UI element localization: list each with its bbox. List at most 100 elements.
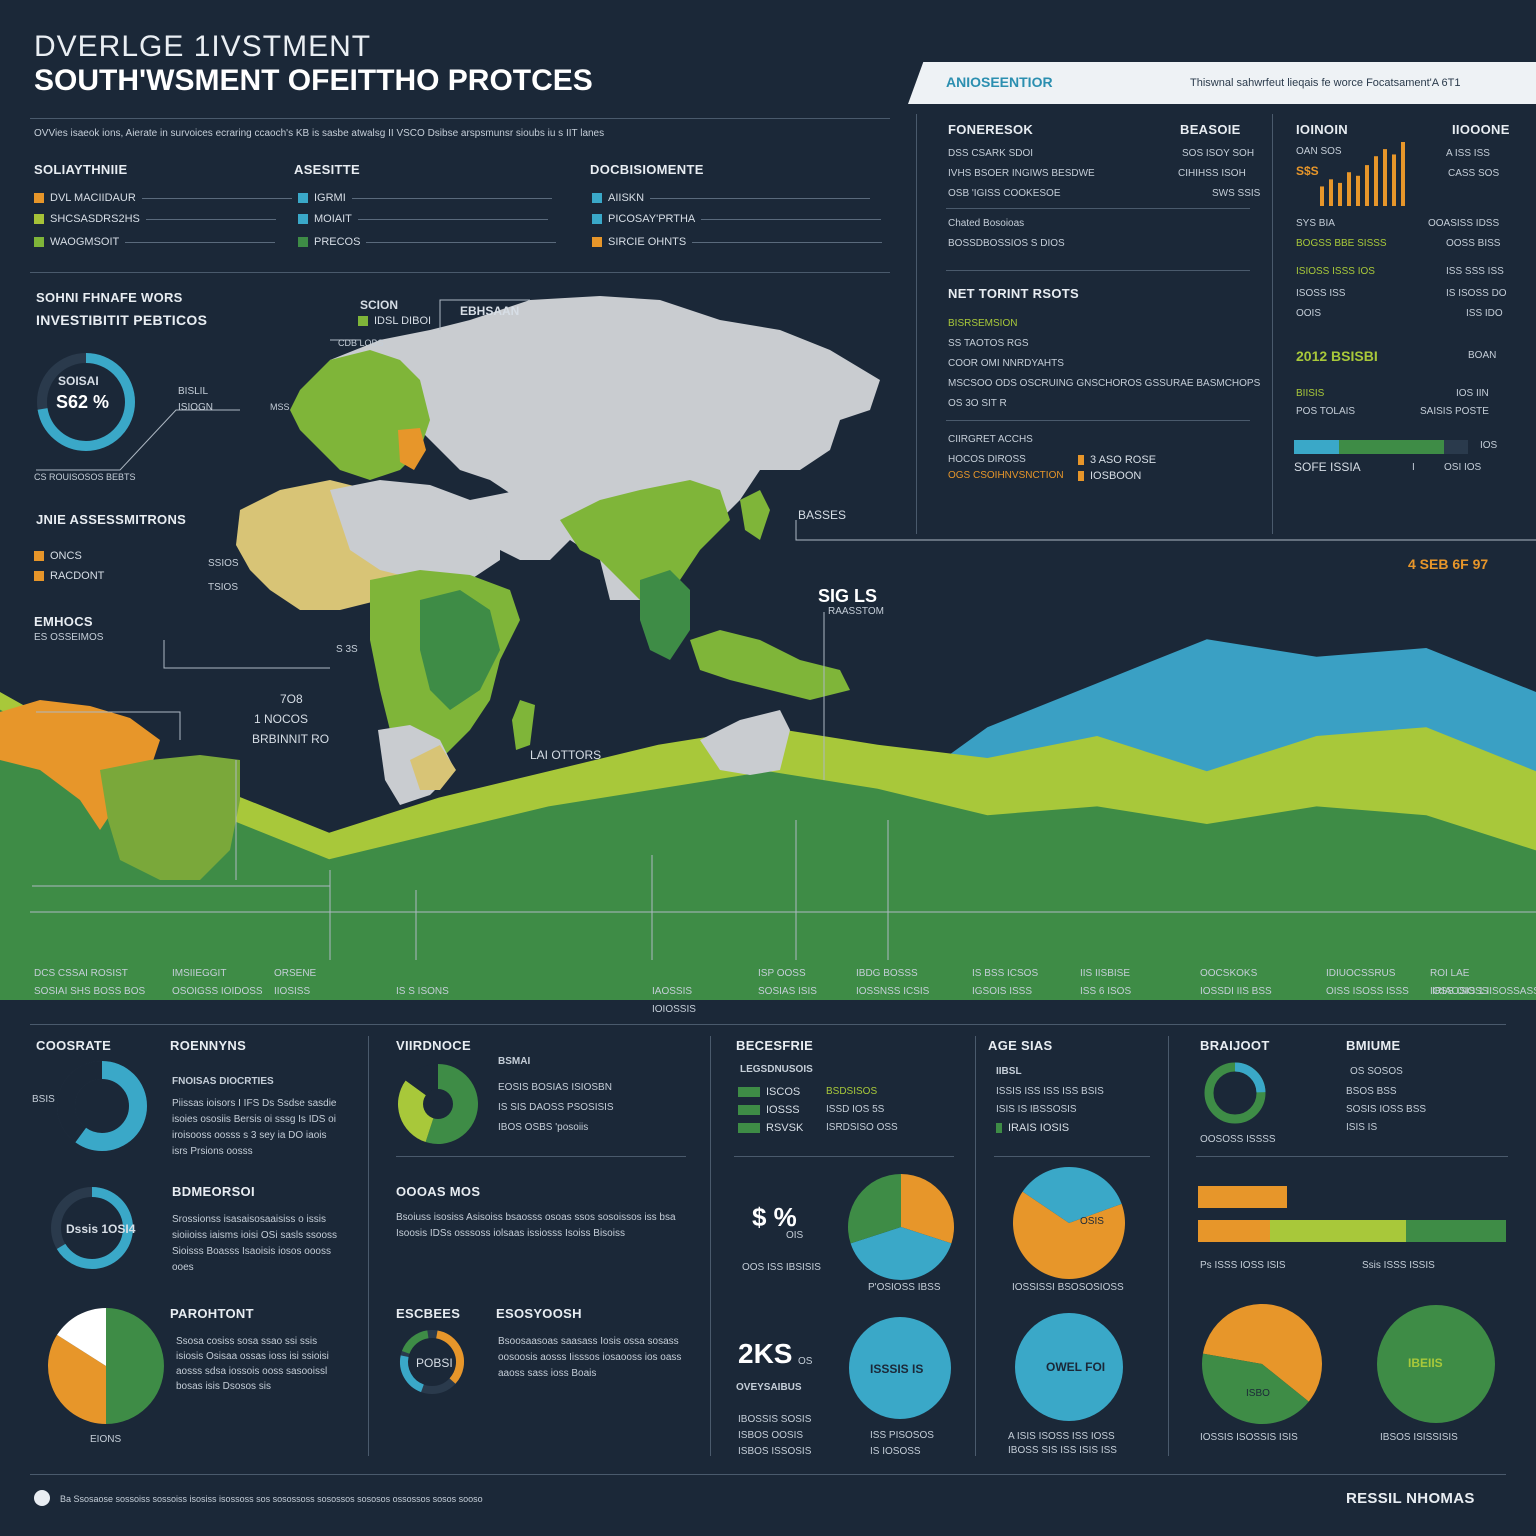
pie-slice xyxy=(850,1227,952,1280)
map-label-scion-sub: IDSL DIBOI xyxy=(358,315,431,327)
b4-pie xyxy=(1013,1167,1125,1279)
b5-row: BSOS BSS xyxy=(1346,1086,1397,1097)
legend-item: SIRCIE OHNTS xyxy=(592,236,883,248)
quick-row-tag: 3 ASO ROSE xyxy=(1078,454,1156,466)
assess-item: ONCS xyxy=(34,550,82,562)
b5-circle xyxy=(1377,1305,1495,1423)
swatch xyxy=(1078,455,1084,466)
divider xyxy=(30,1024,1506,1025)
b4-sub: IIBSL xyxy=(996,1066,1022,1077)
map-tag-ms: MSS xyxy=(270,402,290,412)
pie-slice xyxy=(1202,1353,1309,1424)
b4-pie-label: OSIS xyxy=(1080,1216,1104,1227)
b4-row: ISIS IS IBSSOSIS xyxy=(996,1104,1077,1115)
b3-circle-label: ISSSIS IS xyxy=(870,1362,924,1376)
b4-pie-note: IOSSISSI BSOSOSIOSS xyxy=(1012,1282,1124,1293)
area-label-line1: OOCSKOKS xyxy=(1200,968,1258,979)
gauge-note: CS ROUISOSOS BEBTS xyxy=(34,472,136,482)
bar-end: IOS xyxy=(1480,440,1498,451)
far-right-heading-left: IOINOIN xyxy=(1296,122,1348,137)
pie-slice xyxy=(848,1174,901,1244)
gauge-side-1: BISLIL xyxy=(178,386,209,397)
area-label-line2: ISS 6 ISOS xyxy=(1080,986,1132,997)
spark-bar xyxy=(1401,142,1405,206)
b5-pie xyxy=(1202,1304,1322,1424)
right-row-value: SWS SSIS xyxy=(1212,188,1261,199)
b1-pie-label: EIONS xyxy=(90,1434,122,1445)
spark-bar xyxy=(1338,182,1342,206)
b2-heading-3a: ESCBEES xyxy=(396,1306,461,1321)
quick-row-label: HOCOS DIROSS xyxy=(948,454,1026,465)
legend-heading-1: SOLIAYTHNIIE xyxy=(34,162,128,177)
far-right-row-label: ISIOSS ISSS IOS xyxy=(1296,266,1375,277)
spark-bar xyxy=(1365,165,1369,206)
b3-pie-note: P'OSIOSS IBSS xyxy=(868,1282,941,1293)
far-right-row-value: ISS SSS ISS xyxy=(1446,266,1504,277)
b5-bar-note: Ps ISSS IOSS ISIS xyxy=(1200,1260,1286,1271)
bar-right-2: SAISIS POSTE xyxy=(1420,406,1489,417)
right-col1-heading: FONERESOK xyxy=(948,122,1034,137)
right-row-label: BOSSDBOSSIOS S DIOS xyxy=(948,238,1065,249)
divider xyxy=(30,118,890,119)
legend-item: DVL MACIIDAUR xyxy=(34,192,292,204)
b2-body-3: Bsoosaasoas saasass Iosis ossa sosass oo… xyxy=(498,1336,682,1379)
b5-heading-a: BRAIJOOT xyxy=(1200,1038,1270,1053)
b5-row: ISIS IS xyxy=(1346,1122,1378,1133)
swatch xyxy=(738,1123,760,1134)
b3-row-b: ISRDSISO OSS xyxy=(826,1122,898,1133)
map-label-basses: BASSES xyxy=(798,508,847,522)
divider xyxy=(734,1156,954,1157)
legend-item: SHCSASDRS2HS xyxy=(34,213,276,225)
map-label-sigls: SIG LS xyxy=(818,586,878,606)
stacked-bar-segment xyxy=(1198,1186,1287,1208)
b2-row: IBOS OSBS 'posoiis xyxy=(498,1122,589,1133)
spark-bar xyxy=(1356,175,1360,206)
map-tag: SSIOS xyxy=(208,558,239,569)
area-label-line2: IIOSISS xyxy=(274,986,311,997)
b2-row: EOSIS BOSIAS ISIOSBN xyxy=(498,1082,612,1093)
map-africa-south-yellow xyxy=(410,745,456,790)
bar-right-1: IOS IIN xyxy=(1456,388,1489,399)
divider xyxy=(30,1474,1506,1475)
spark-label: OAN SOS xyxy=(1296,146,1342,157)
far-right-row-value: OOASISS IDSS xyxy=(1428,218,1500,229)
map-tag: TSIOS xyxy=(208,582,239,593)
b1-heading-3: PAROHTONT xyxy=(170,1306,254,1321)
b1-ring-2 xyxy=(51,1187,133,1269)
map-madagascar xyxy=(512,700,535,750)
assess-item: RACDONT xyxy=(34,570,104,582)
net-row: OS 3O SIT R xyxy=(948,398,1007,409)
b5-pie-label: ISBO xyxy=(1246,1388,1270,1399)
embos-sub: ES OSSEIMOS xyxy=(34,632,104,643)
divider xyxy=(916,114,917,534)
area-label-line1: IIS IISBISE xyxy=(1080,968,1131,979)
stacked-bar-segment xyxy=(1198,1220,1270,1242)
b4-circle xyxy=(1015,1313,1123,1421)
divider xyxy=(30,272,890,273)
net-row: SS TAOTOS RGS xyxy=(948,338,1029,349)
area-label-line1: DCS CSSAI ROSIST xyxy=(34,968,128,979)
b2-gauge-label: POBSI xyxy=(416,1356,453,1370)
leader-lines xyxy=(30,299,1536,960)
b3-heading: BECESFRIE xyxy=(736,1038,814,1053)
b1-heading-b: ROENNYNS xyxy=(170,1038,247,1053)
swatch xyxy=(358,316,368,327)
progress-fill xyxy=(1294,440,1444,454)
swatch xyxy=(738,1105,760,1116)
b1-body-2: Srossionss isasaisosaaisiss o issis sioi… xyxy=(172,1214,338,1273)
area-label-line2: IOIOSSIS xyxy=(652,1004,696,1015)
swatch xyxy=(592,214,602,225)
progress-track xyxy=(1294,440,1468,454)
far-right-row-label: BOGSS BBE SISSS xyxy=(1296,238,1387,249)
area-label-line2: OSOIGSS IOIDOSS xyxy=(172,986,263,997)
b2-body-2: Bsoiuss isosiss Asisoiss bsaosss osoas s… xyxy=(396,1212,676,1239)
net-row: BISRSEMSION xyxy=(948,318,1018,329)
map-islands xyxy=(690,630,850,700)
b2-sub: BSMAI xyxy=(498,1056,531,1067)
b1-ring-2-label: Dssis 1OSI4 xyxy=(66,1222,136,1236)
b5-note: IOSSIS ISOSSIS ISIS xyxy=(1200,1432,1298,1443)
map-australia xyxy=(700,710,790,775)
left-heading-2: INVESTIBITIT PEBTICOS xyxy=(36,312,208,328)
left-value-1: 7O8 xyxy=(280,692,303,706)
legend-heading-2: ASESITTE xyxy=(294,162,360,177)
